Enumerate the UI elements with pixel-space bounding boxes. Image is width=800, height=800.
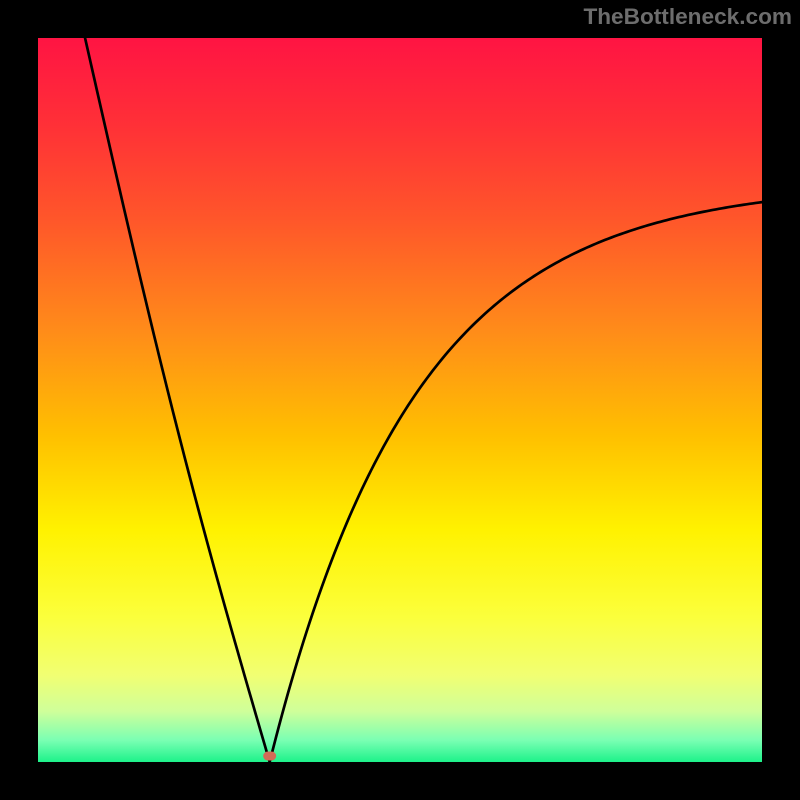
chart-gradient-background xyxy=(38,38,762,762)
watermark-label: TheBottleneck.com xyxy=(583,4,792,29)
chart-container: TheBottleneck.com xyxy=(0,0,800,800)
bottleneck-chart: TheBottleneck.com xyxy=(0,0,800,800)
optimum-marker xyxy=(264,752,276,760)
